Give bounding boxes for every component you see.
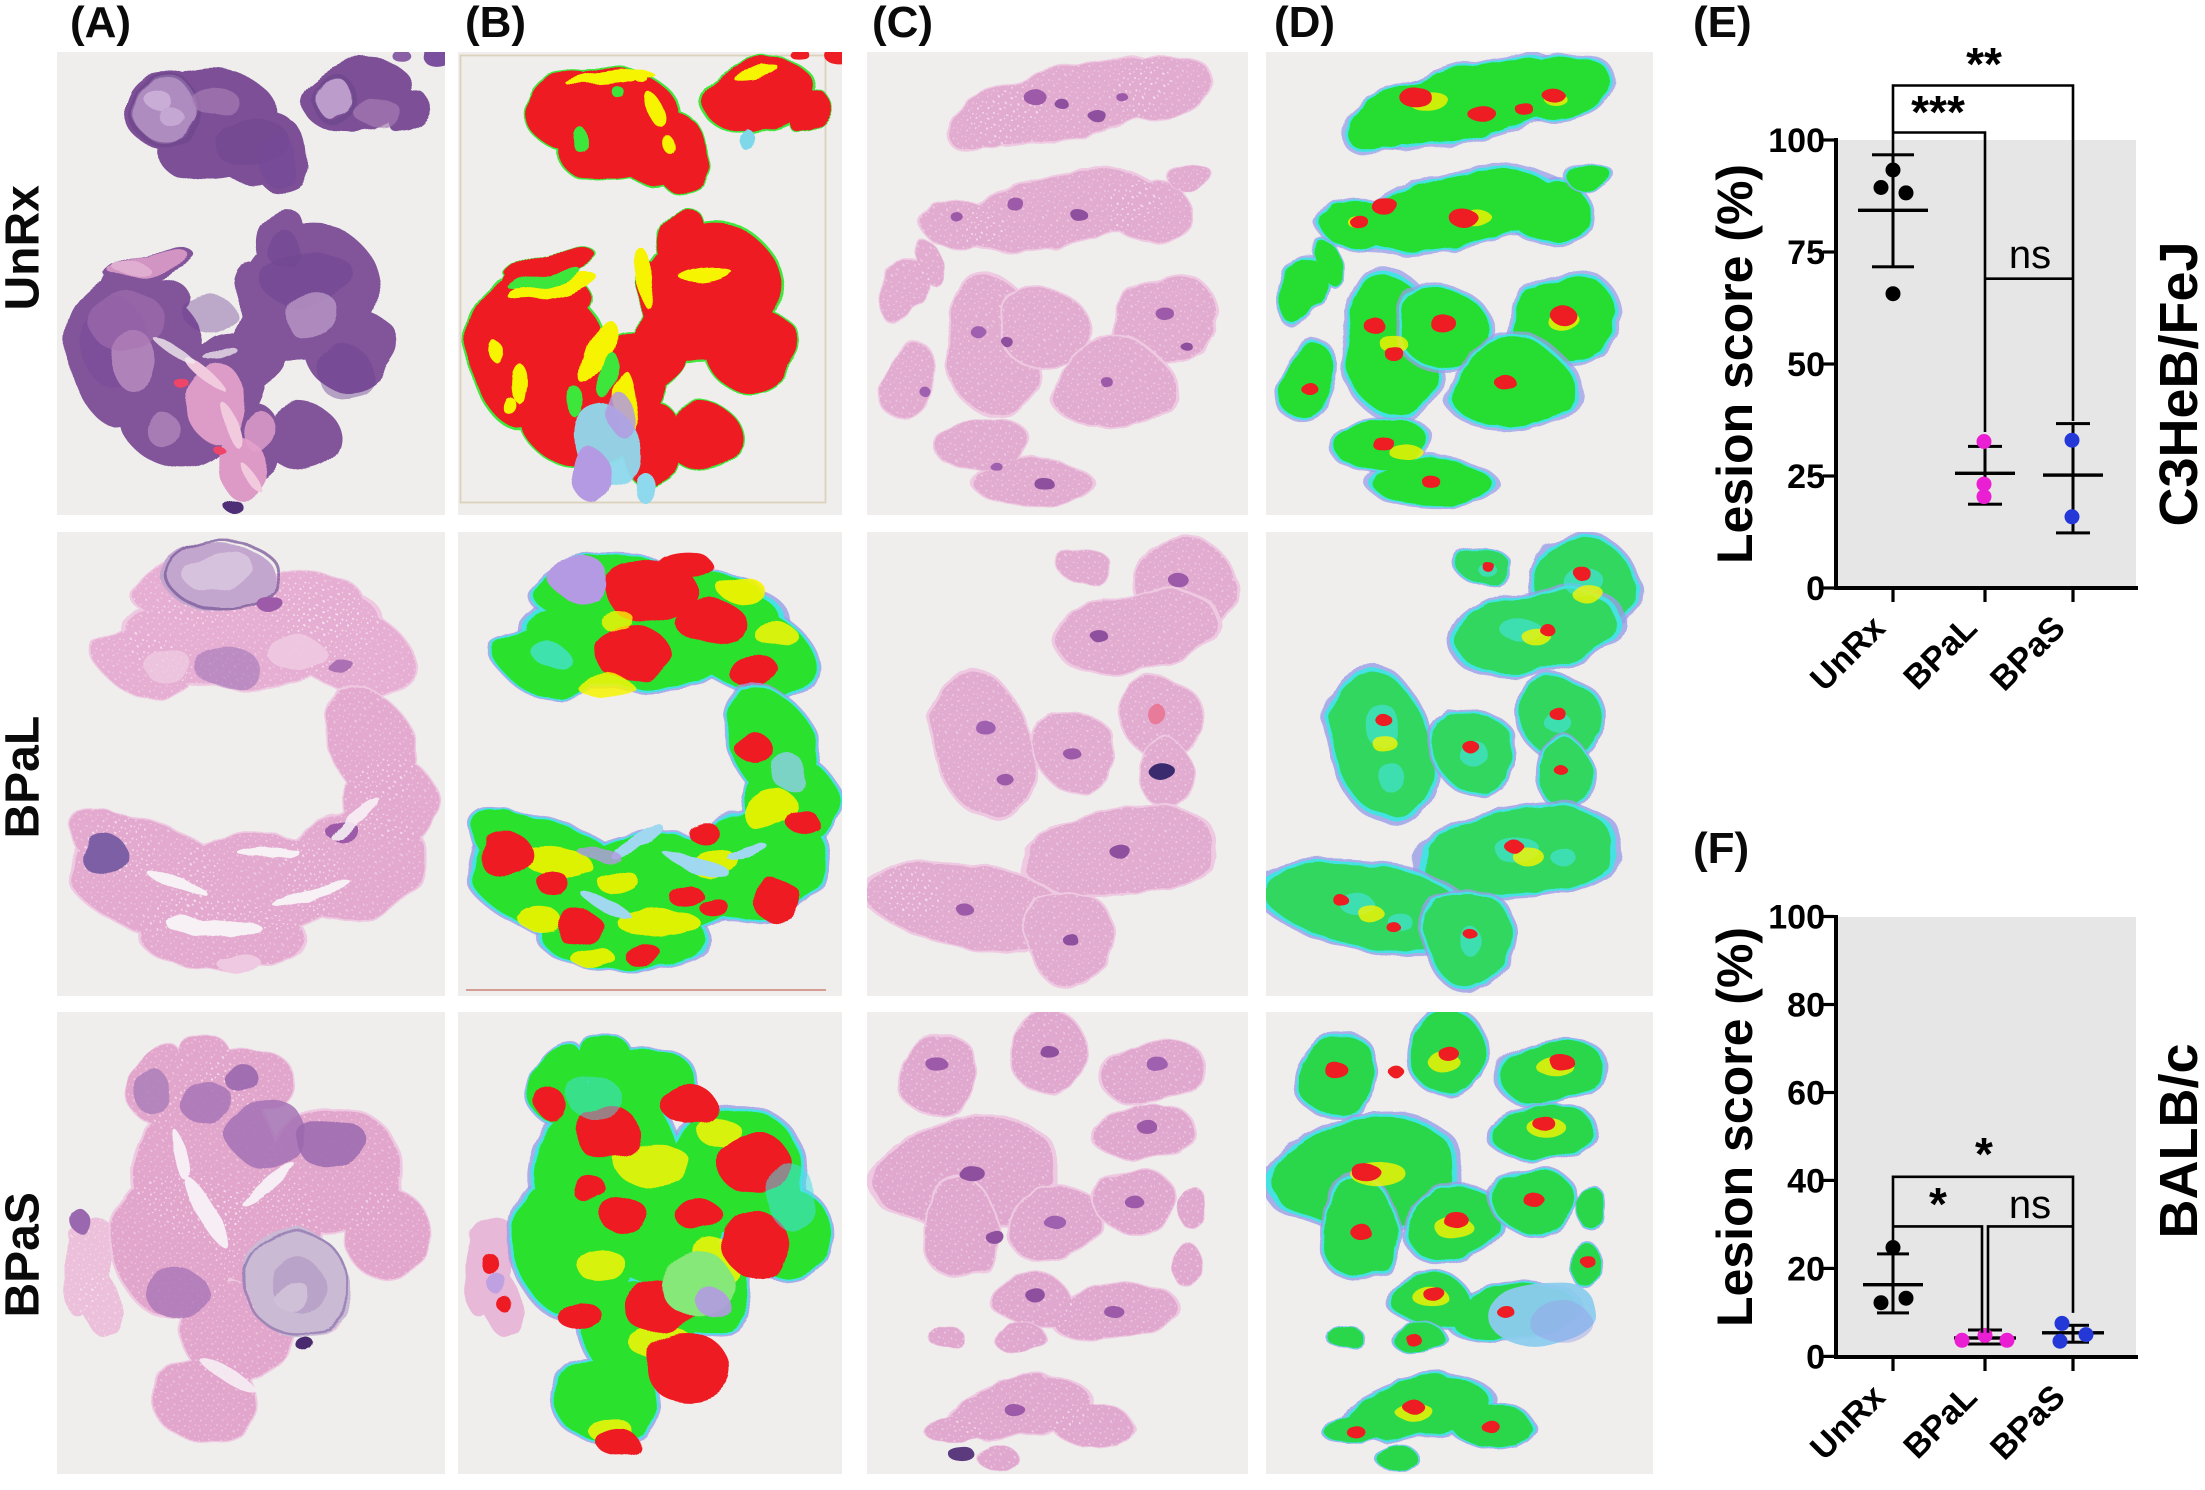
svg-text:**: ** <box>1966 38 2002 90</box>
svg-text:75: 75 <box>1787 234 1825 272</box>
svg-text:60: 60 <box>1787 1075 1825 1113</box>
svg-text:100: 100 <box>1768 122 1825 160</box>
svg-text:40: 40 <box>1787 1162 1825 1200</box>
svg-text:BPaS: BPaS <box>1983 609 2073 699</box>
svg-text:Lesion score (%): Lesion score (%) <box>1707 927 1763 1327</box>
svg-text:Lesion score (%): Lesion score (%) <box>1707 164 1763 564</box>
svg-text:BPaS: BPaS <box>1983 1378 2073 1468</box>
svg-text:0: 0 <box>1806 1338 1825 1376</box>
svg-text:C3HeB/FeJ: C3HeB/FeJ <box>2149 241 2205 526</box>
svg-text:20: 20 <box>1787 1250 1825 1288</box>
svg-text:*: * <box>1929 1178 1947 1230</box>
svg-text:0: 0 <box>1806 570 1825 608</box>
svg-text:BPaL: BPaL <box>1896 1378 1984 1466</box>
svg-text:50: 50 <box>1787 346 1825 384</box>
svg-text:80: 80 <box>1787 987 1825 1025</box>
svg-text:100: 100 <box>1768 899 1825 937</box>
svg-text:***: *** <box>1911 86 1965 138</box>
svg-text:BPaL: BPaL <box>1896 609 1984 697</box>
svg-text:UnRx: UnRx <box>1803 1378 1893 1468</box>
svg-text:UnRx: UnRx <box>1803 609 1893 699</box>
svg-text:ns: ns <box>2009 1183 2051 1227</box>
svg-text:ns: ns <box>2009 233 2051 277</box>
svg-text:*: * <box>1975 1128 1993 1180</box>
svg-text:25: 25 <box>1787 458 1825 496</box>
svg-text:BALB/c: BALB/c <box>2149 1043 2205 1238</box>
